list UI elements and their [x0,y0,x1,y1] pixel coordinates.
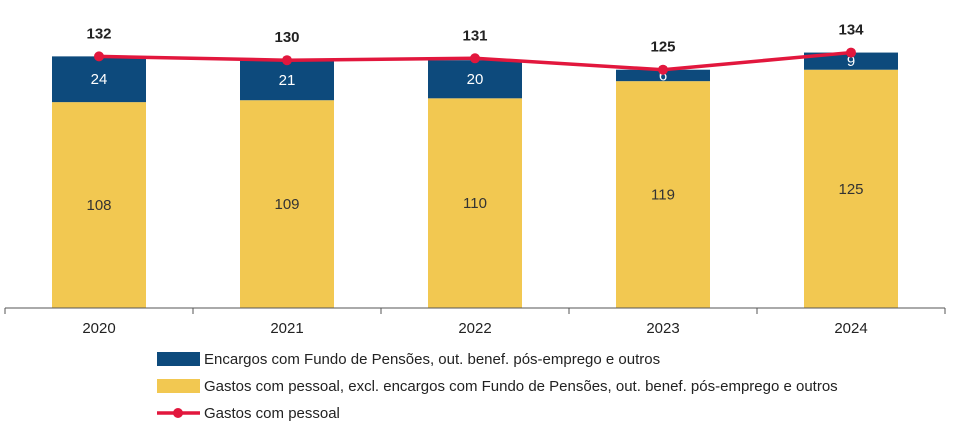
line-point [470,53,480,64]
legend-swatch [157,379,200,393]
data-label: 108 [86,197,111,214]
line-label: 134 [838,22,864,39]
data-label: 109 [274,196,299,213]
x-tick-label: 2022 [458,320,491,337]
line-point [282,55,292,66]
line-label: 125 [650,39,675,56]
bar-segment [240,60,334,101]
data-label: 9 [847,53,855,70]
data-label: 119 [651,187,675,204]
bar-segment [804,52,898,70]
legend-marker [173,408,183,418]
legend-swatch [157,352,200,366]
data-label: 21 [279,72,296,89]
bar-segment [428,98,522,308]
legend-label: Encargos com Fundo de Pensões, out. bene… [204,351,660,368]
line-point [846,47,856,58]
data-label: 20 [467,71,484,88]
bar-segment [52,102,146,308]
x-tick-label: 2023 [646,320,679,337]
data-label: 24 [91,71,108,88]
bar-segment [240,100,334,308]
bar-segment [616,69,710,82]
x-tick-label: 2024 [834,320,867,337]
bar-segment [428,60,522,99]
x-tick-label: 2020 [82,320,115,337]
bar-segment [616,81,710,308]
data-label: 125 [838,181,863,198]
legend-label: Gastos com pessoal [204,405,340,422]
x-tick-label: 2021 [270,320,303,337]
line-label: 132 [86,25,111,42]
line-label: 130 [274,29,299,46]
legend-label: Gastos com pessoal, excl. encargos com F… [204,378,838,395]
line-point [94,51,104,62]
bar-segment [52,56,146,103]
line-label: 131 [462,27,487,44]
data-label: 6 [659,67,667,84]
data-label: 110 [463,195,487,212]
line-point [658,64,668,75]
bar-segment [804,69,898,308]
